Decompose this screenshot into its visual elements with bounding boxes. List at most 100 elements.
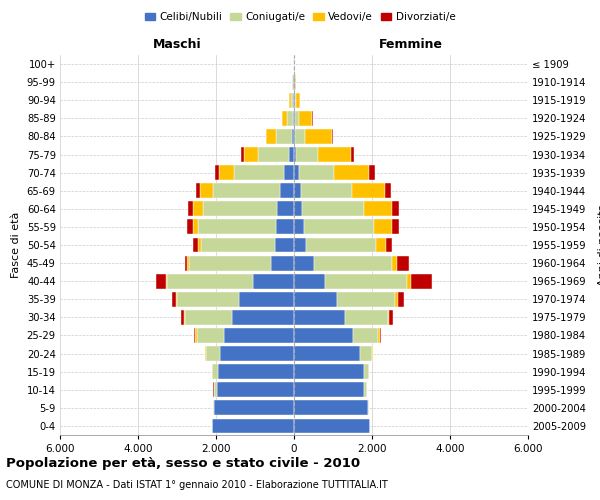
- Bar: [177, 292, 239, 306]
- Bar: [206, 346, 220, 361]
- Bar: [166, 274, 167, 288]
- Bar: [188, 202, 193, 216]
- Bar: [292, 129, 294, 144]
- Bar: [353, 328, 378, 343]
- Bar: [215, 165, 219, 180]
- Bar: [276, 129, 292, 144]
- Bar: [199, 220, 277, 234]
- Bar: [253, 274, 294, 288]
- Bar: [294, 328, 353, 343]
- Bar: [220, 346, 294, 361]
- Bar: [294, 400, 368, 415]
- Bar: [203, 202, 277, 216]
- Bar: [294, 346, 360, 361]
- Bar: [214, 382, 217, 397]
- Bar: [294, 310, 344, 325]
- Bar: [213, 184, 280, 198]
- Bar: [189, 256, 271, 270]
- Bar: [287, 111, 293, 126]
- Bar: [196, 328, 197, 343]
- Bar: [318, 147, 351, 162]
- Bar: [411, 274, 433, 288]
- Bar: [364, 382, 367, 397]
- Bar: [296, 93, 300, 108]
- Bar: [289, 93, 291, 108]
- Bar: [291, 93, 293, 108]
- Bar: [294, 147, 296, 162]
- Bar: [244, 147, 258, 162]
- Bar: [224, 328, 294, 343]
- Bar: [294, 129, 295, 144]
- Bar: [388, 310, 389, 325]
- Bar: [213, 400, 214, 415]
- Bar: [389, 310, 392, 325]
- Bar: [314, 256, 392, 270]
- Bar: [304, 220, 374, 234]
- Bar: [293, 111, 294, 126]
- Bar: [374, 220, 392, 234]
- Bar: [368, 400, 369, 415]
- Bar: [295, 129, 305, 144]
- Bar: [187, 220, 193, 234]
- Bar: [214, 400, 294, 415]
- Bar: [266, 129, 276, 144]
- Bar: [299, 165, 334, 180]
- Bar: [302, 202, 364, 216]
- Bar: [294, 184, 301, 198]
- Bar: [185, 256, 187, 270]
- Bar: [334, 165, 369, 180]
- Bar: [293, 74, 294, 90]
- Bar: [295, 111, 299, 126]
- Bar: [198, 238, 201, 252]
- Text: Femmine: Femmine: [379, 38, 443, 52]
- Bar: [185, 310, 232, 325]
- Bar: [194, 328, 196, 343]
- Bar: [397, 256, 409, 270]
- Bar: [392, 256, 397, 270]
- Bar: [294, 220, 304, 234]
- Bar: [337, 292, 395, 306]
- Bar: [294, 382, 364, 397]
- Bar: [325, 274, 407, 288]
- Bar: [193, 238, 198, 252]
- Bar: [193, 220, 199, 234]
- Bar: [392, 220, 400, 234]
- Bar: [232, 310, 294, 325]
- Bar: [201, 238, 275, 252]
- Bar: [172, 292, 176, 306]
- Text: COMUNE DI MONZA - Dati ISTAT 1° gennaio 2010 - Elaborazione TUTTITALIA.IT: COMUNE DI MONZA - Dati ISTAT 1° gennaio …: [6, 480, 388, 490]
- Bar: [294, 292, 337, 306]
- Bar: [351, 147, 354, 162]
- Bar: [360, 346, 372, 361]
- Bar: [218, 364, 294, 379]
- Bar: [187, 256, 188, 270]
- Bar: [294, 256, 314, 270]
- Bar: [289, 147, 294, 162]
- Bar: [292, 74, 293, 90]
- Bar: [258, 147, 289, 162]
- Bar: [305, 129, 332, 144]
- Bar: [176, 292, 177, 306]
- Bar: [167, 274, 253, 288]
- Bar: [407, 274, 411, 288]
- Bar: [295, 74, 296, 90]
- Bar: [385, 184, 391, 198]
- Bar: [294, 238, 306, 252]
- Bar: [271, 256, 294, 270]
- Bar: [392, 202, 398, 216]
- Bar: [372, 346, 373, 361]
- Bar: [352, 184, 385, 198]
- Bar: [284, 165, 294, 180]
- Bar: [364, 202, 392, 216]
- Bar: [295, 93, 296, 108]
- Bar: [376, 238, 386, 252]
- Bar: [306, 238, 376, 252]
- Bar: [212, 364, 218, 379]
- Bar: [344, 310, 388, 325]
- Bar: [277, 202, 294, 216]
- Bar: [196, 184, 200, 198]
- Bar: [398, 292, 404, 306]
- Bar: [277, 220, 294, 234]
- Y-axis label: Fasce di età: Fasce di età: [11, 212, 21, 278]
- Bar: [212, 418, 294, 434]
